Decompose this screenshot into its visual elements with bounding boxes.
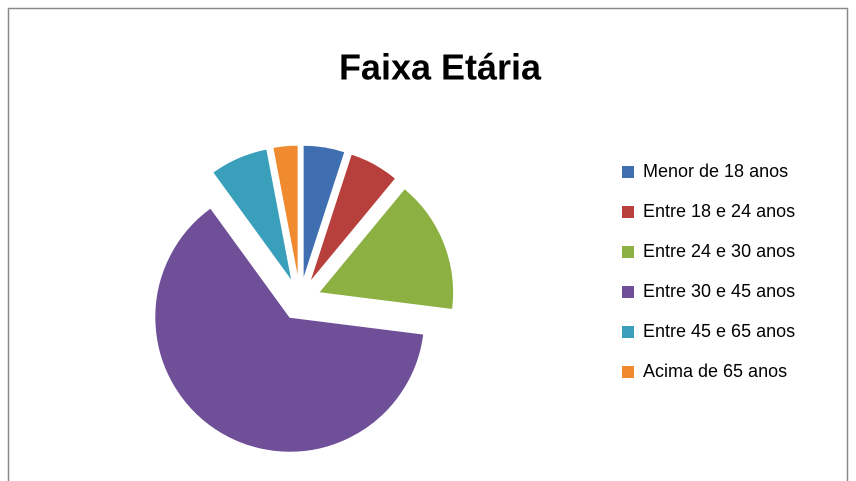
legend-label: Acima de 65 anos: [643, 361, 787, 381]
legend-label: Menor de 18 anos: [643, 161, 788, 181]
legend-label: Entre 45 e 65 anos: [643, 321, 795, 341]
legend-label: Entre 30 e 45 anos: [643, 281, 795, 301]
pie-slice: [317, 187, 455, 311]
legend-label: Entre 24 e 30 anos: [643, 241, 795, 261]
legend-swatch: [622, 366, 634, 378]
legend-swatch: [622, 166, 634, 178]
legend-label: Entre 18 e 24 anos: [643, 201, 795, 221]
chart-title: Faixa Etária: [339, 47, 542, 88]
pie-slice: [212, 148, 293, 282]
pie-slice: [309, 153, 397, 283]
legend-swatch: [622, 286, 634, 298]
legend-swatch: [622, 246, 634, 258]
legend-swatch: [622, 326, 634, 338]
legend-swatch: [622, 206, 634, 218]
pie-slice: [302, 144, 346, 281]
pie-slice: [154, 207, 425, 453]
pie-slice: [272, 144, 299, 281]
